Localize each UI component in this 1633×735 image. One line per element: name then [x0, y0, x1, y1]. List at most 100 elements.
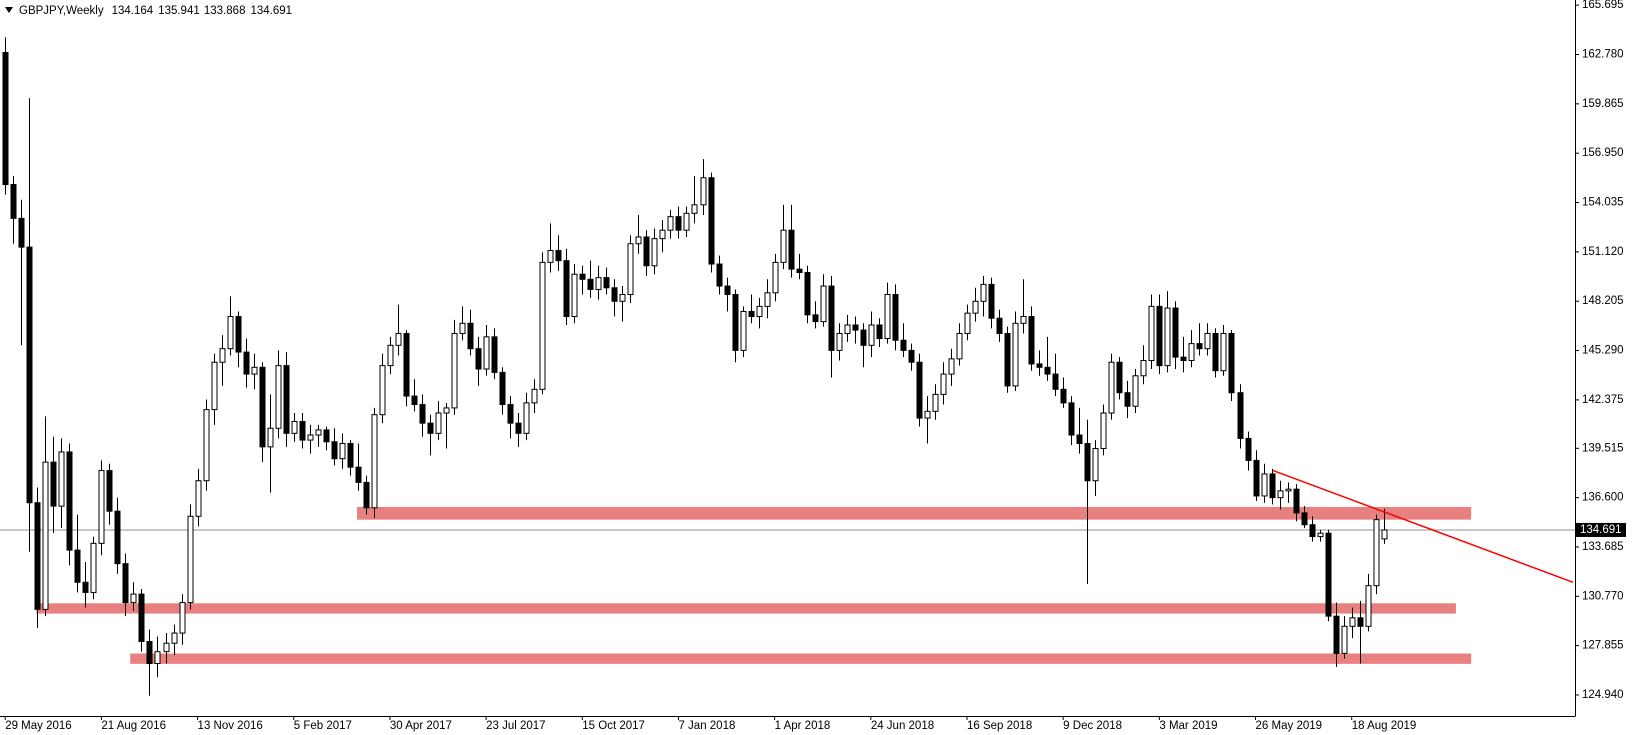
candle-body — [315, 429, 322, 436]
candle — [347, 440, 354, 476]
candle-body — [1277, 490, 1284, 499]
candle-body — [187, 515, 194, 604]
candle — [507, 396, 514, 439]
candle — [331, 428, 338, 466]
candle-body — [708, 177, 715, 265]
y-tick-label: 156.950 — [1582, 147, 1624, 159]
candle — [1140, 345, 1147, 385]
collapse-icon[interactable] — [5, 7, 13, 13]
candle — [259, 362, 266, 463]
candle — [315, 424, 322, 447]
support-zone — [130, 653, 1472, 664]
y-tick-label: 159.865 — [1582, 98, 1624, 110]
candle-body — [804, 272, 811, 316]
candle — [627, 235, 634, 303]
support-zone — [36, 603, 1456, 614]
candle — [475, 336, 482, 386]
candle-body — [411, 395, 418, 406]
candle-body — [443, 407, 450, 414]
y-tick-label: 151.120 — [1582, 246, 1624, 258]
high: 135.941 — [158, 5, 199, 17]
candle — [1309, 516, 1316, 542]
candle — [98, 460, 105, 556]
candle — [42, 416, 49, 617]
candle — [1245, 431, 1252, 471]
candle — [988, 277, 995, 329]
candle-body — [964, 312, 971, 334]
candle-body — [42, 461, 49, 610]
candle — [900, 323, 907, 358]
candle — [138, 589, 145, 652]
candle-body — [1020, 316, 1027, 324]
candle — [459, 306, 466, 341]
candle — [1317, 529, 1324, 542]
candle-body — [1164, 307, 1171, 367]
candle-body — [323, 429, 330, 443]
candle-body — [203, 409, 210, 482]
x-tick-label: 13 Nov 2016 — [198, 720, 263, 732]
candle-body — [852, 324, 859, 331]
candle — [948, 348, 955, 386]
candle — [1092, 440, 1099, 496]
candle-body — [1124, 392, 1131, 407]
candle — [924, 396, 931, 444]
candle — [1285, 482, 1292, 503]
candle-body — [1269, 473, 1276, 499]
candle-body — [1325, 532, 1332, 617]
candle — [195, 468, 202, 527]
candle — [114, 497, 121, 574]
candle-body — [491, 336, 498, 373]
candle-body — [307, 434, 314, 441]
candle-body — [788, 229, 795, 270]
candle-body — [924, 410, 931, 419]
candle — [892, 284, 899, 351]
candle — [371, 407, 378, 518]
candle-body — [267, 427, 274, 448]
candle-body — [1253, 459, 1260, 497]
candle — [227, 296, 234, 356]
x-tick-label: 23 Jul 2017 — [486, 720, 545, 732]
candle — [1124, 380, 1131, 419]
candle — [1172, 301, 1179, 370]
candle — [267, 394, 274, 493]
candle-body — [1100, 412, 1107, 450]
candle — [1036, 350, 1043, 376]
candle-body — [1373, 519, 1380, 587]
candle — [1188, 330, 1195, 368]
chart-header: GBPJPY,Weekly 134.164 135.941 133.868 134.69… — [19, 5, 292, 17]
candle-body — [595, 277, 602, 290]
candle — [1068, 396, 1075, 446]
candle — [355, 443, 362, 491]
candle-body — [98, 470, 105, 544]
close: 134.691 — [250, 5, 292, 17]
candle — [74, 514, 81, 593]
candle — [683, 206, 690, 237]
candle — [82, 561, 89, 608]
candle — [66, 443, 73, 566]
candle-body — [539, 261, 546, 390]
candle-body — [251, 366, 258, 375]
candle — [796, 253, 803, 280]
candle-body — [275, 365, 282, 429]
candle — [491, 328, 498, 380]
candle — [659, 220, 666, 253]
candle — [90, 536, 97, 600]
candle — [547, 223, 554, 273]
candle — [523, 392, 530, 441]
candle-body — [331, 441, 338, 460]
candle — [1220, 324, 1227, 376]
candle — [291, 413, 298, 442]
candle — [1108, 353, 1115, 420]
candle — [780, 204, 787, 270]
candle-body — [876, 324, 883, 340]
candle — [1084, 419, 1091, 584]
candle-body — [451, 332, 458, 409]
candle — [956, 323, 963, 366]
candle-body — [1317, 532, 1324, 538]
candle — [1156, 294, 1163, 375]
candle — [820, 274, 827, 327]
candle — [1373, 514, 1380, 595]
candle-body — [58, 451, 65, 507]
candle — [1164, 291, 1171, 373]
x-tick-label: 16 Sep 2018 — [967, 720, 1032, 732]
